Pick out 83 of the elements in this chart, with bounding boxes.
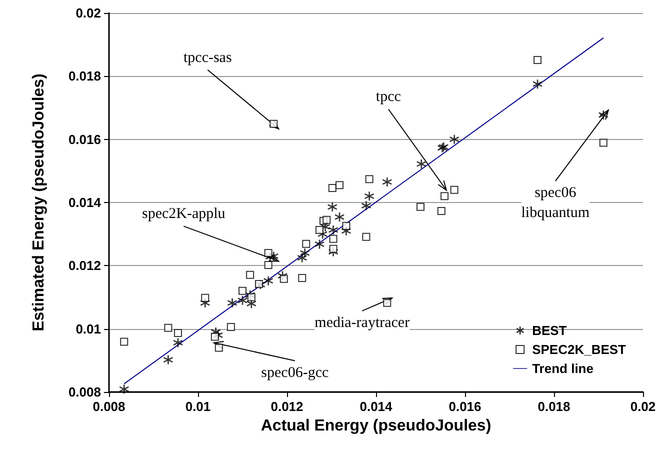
point <box>342 222 350 230</box>
point <box>322 216 331 224</box>
point <box>362 232 370 241</box>
point <box>365 175 374 184</box>
point <box>120 338 128 346</box>
point <box>254 280 263 288</box>
point <box>599 138 608 147</box>
x-tick-label: 0.012 <box>270 399 304 414</box>
y-tick-label: 0.016 <box>68 132 101 147</box>
point <box>200 298 210 308</box>
point <box>264 261 272 270</box>
x-axis-title: Actual Energy (pseudoJoules) <box>260 417 492 434</box>
point <box>300 248 310 258</box>
point <box>328 224 338 236</box>
x-tick-label: 0.016 <box>448 399 482 414</box>
point <box>320 222 330 232</box>
point <box>226 322 235 331</box>
point <box>382 176 392 188</box>
x-tick-label: 0.008 <box>92 399 126 414</box>
point <box>246 298 257 309</box>
point <box>314 239 325 250</box>
annotation: spec06 libquantum <box>521 185 590 222</box>
point <box>201 294 210 302</box>
x-tick-label: 0.014 <box>360 399 394 414</box>
point <box>336 181 344 190</box>
point <box>315 226 324 234</box>
point <box>341 226 352 236</box>
point <box>246 270 254 279</box>
point <box>296 252 308 263</box>
point <box>163 354 174 365</box>
x-tick-label: 0.018 <box>538 399 570 414</box>
annotation: tpcc-sas <box>183 50 232 66</box>
point <box>334 212 345 222</box>
point <box>214 344 223 352</box>
y-axis-title: Estimated Energy (pseudoJoules) <box>30 74 48 332</box>
legend-label: BEST <box>532 323 567 338</box>
point <box>227 298 238 308</box>
point <box>437 207 446 216</box>
point <box>329 244 338 253</box>
y-tick-label: 0.02 <box>76 6 101 20</box>
point <box>532 78 543 90</box>
annotation: spec2K-applu <box>142 206 226 222</box>
point <box>328 246 338 257</box>
y-tick-label: 0.01 <box>76 321 101 336</box>
point <box>416 202 424 211</box>
point <box>277 270 288 281</box>
legend-label: Trend line <box>532 361 594 376</box>
point <box>364 191 374 202</box>
point <box>298 274 306 282</box>
y-tick-label: 0.014 <box>68 195 102 210</box>
point <box>174 328 182 337</box>
point <box>264 249 272 258</box>
point <box>118 384 130 394</box>
point <box>416 158 427 170</box>
point <box>329 234 338 243</box>
point <box>210 332 219 341</box>
point <box>238 286 246 295</box>
y-tick-label: 0.012 <box>68 258 101 274</box>
annotation: spec06-gcc <box>261 364 329 381</box>
point <box>534 56 542 64</box>
point <box>172 338 184 348</box>
annotation: media-raytracer <box>314 314 410 331</box>
point <box>440 192 449 200</box>
point <box>247 293 256 302</box>
x-tick-label: 0.01 <box>185 399 211 414</box>
y-tick-label: 0.008 <box>68 384 101 400</box>
y-tick-label: 0.018 <box>68 68 101 84</box>
point <box>237 295 248 306</box>
point <box>280 274 288 283</box>
point <box>302 240 310 248</box>
point <box>268 251 279 262</box>
point <box>328 184 336 192</box>
legend-label: SPEC2K_BEST <box>532 342 626 357</box>
point <box>164 324 172 332</box>
point <box>450 186 458 194</box>
point <box>244 290 256 300</box>
x-tick-label: 0.02 <box>630 399 656 414</box>
point <box>449 134 460 144</box>
annotation: tpcc <box>376 89 402 106</box>
point <box>317 228 328 240</box>
point <box>361 200 372 211</box>
point <box>263 276 274 286</box>
point <box>327 202 338 212</box>
